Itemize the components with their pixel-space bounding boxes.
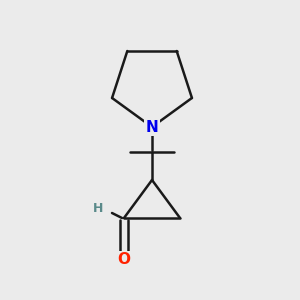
Text: O: O	[118, 253, 130, 268]
Text: H: H	[93, 202, 103, 214]
Text: N: N	[146, 119, 158, 134]
